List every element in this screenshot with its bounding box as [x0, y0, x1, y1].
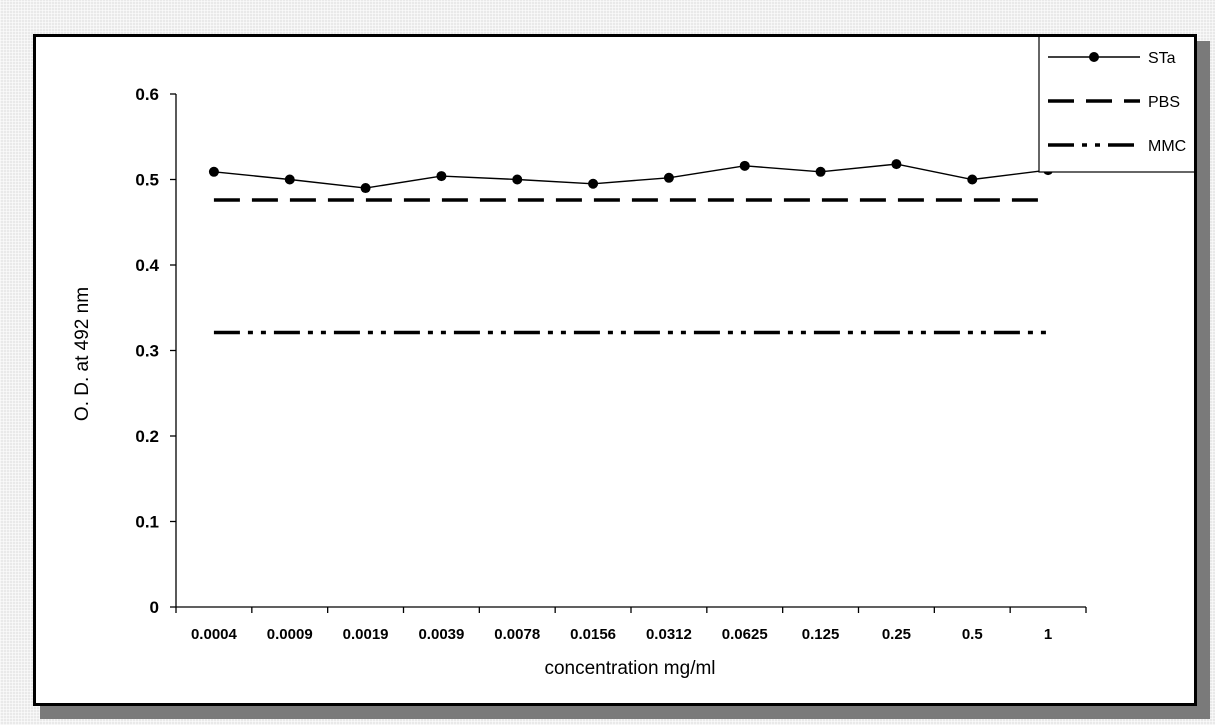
y-tick-label: 0.3: [135, 342, 159, 361]
series-sta: [208, 159, 1054, 194]
x-axis-title: concentration mg/ml: [544, 658, 715, 679]
data-point: [208, 166, 219, 177]
line-chart: 00.10.20.30.40.50.6 0.0004 0.0009 0.0019 0.…: [72, 37, 1194, 679]
y-tick-label: 0: [150, 598, 159, 617]
x-tick-label: 0.0625: [722, 626, 768, 643]
y-tick-label: 0.5: [135, 171, 159, 190]
data-point: [891, 159, 902, 170]
legend-swatch-marker: [1089, 52, 1099, 62]
y-tick-label: 0.4: [135, 256, 159, 275]
x-tick-label: 0.0004: [191, 626, 238, 643]
legend-item-pbs: PBS: [1048, 94, 1180, 111]
data-point: [663, 172, 674, 183]
x-tick-label: 0.0312: [646, 626, 692, 643]
series-layer: [208, 159, 1054, 335]
data-point: [967, 174, 978, 185]
x-tick-labels: 0.0004 0.0009 0.0019 0.0039 0.0078 0.0156 0.03…: [191, 626, 1052, 643]
data-point: [588, 178, 599, 189]
chart-frame: 0 0.1 0.2 0.3 0.4 0.5 0.6 0.0004 0.0009 0.0019 0.…: [33, 34, 1197, 706]
x-tick-label: 0.0039: [418, 626, 464, 643]
legend-item-sta: STa: [1048, 50, 1176, 67]
axes: [170, 93, 1087, 613]
x-tick-label: 0.0156: [570, 626, 616, 643]
data-point: [360, 183, 371, 194]
y-axis-title: O. D. at 492 nm: [72, 287, 93, 421]
legend-label: PBS: [1148, 94, 1180, 111]
x-tick-label: 0.125: [802, 626, 840, 643]
series-line: [213, 163, 1049, 189]
legend-label: MMC: [1148, 138, 1186, 155]
x-tick-label: 1: [1044, 626, 1052, 643]
x-tick-label: 0.5: [962, 626, 983, 643]
data-point: [739, 160, 750, 171]
legend: STa PBS MMC: [1038, 37, 1194, 173]
y-tick-label: 0.2: [135, 427, 159, 446]
legend-label: STa: [1148, 50, 1176, 67]
y-tick-label: 0.1: [135, 513, 159, 532]
data-point: [512, 174, 523, 185]
data-point: [815, 166, 826, 177]
x-tick-label: 0.25: [882, 626, 911, 643]
x-tick-label: 0.0078: [494, 626, 540, 643]
data-point: [284, 174, 295, 185]
x-tick-label: 0.0009: [267, 626, 313, 643]
data-point: [436, 171, 447, 182]
y-tick-label: 0.6: [135, 85, 159, 104]
x-tick-label: 0.0019: [343, 626, 389, 643]
y-tick-labels: 0 0.1 0.2 0.3 0.4 0.5 0.6: [135, 85, 159, 617]
legend-box: [1038, 37, 1194, 173]
legend-item-mmc: MMC: [1048, 138, 1186, 155]
